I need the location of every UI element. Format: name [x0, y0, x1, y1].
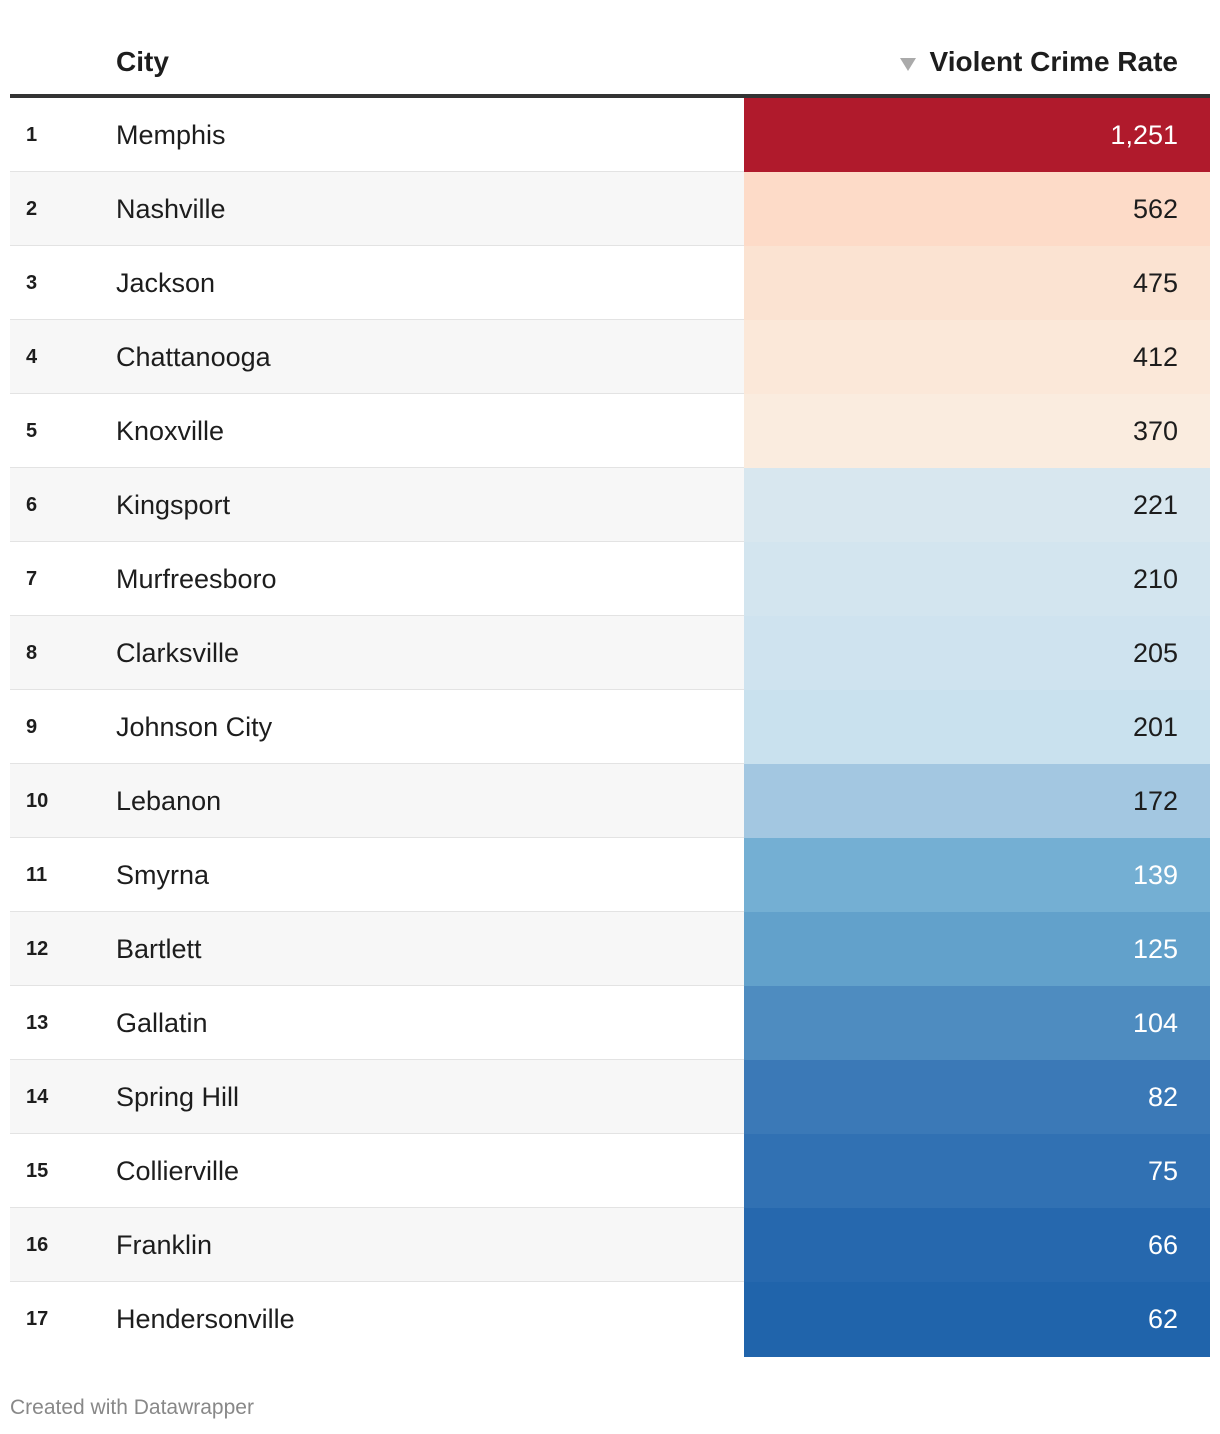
column-header-city-label: City: [116, 46, 169, 77]
rate-value: 1,251: [1110, 120, 1178, 150]
rate-value: 221: [1132, 490, 1178, 520]
table-row: 4 Chattanooga 412: [10, 320, 1210, 394]
rate-heat-cell: 210: [744, 542, 1210, 616]
rate-value: 412: [1132, 342, 1178, 372]
crime-rate-table: City Violent Crime Rate 1 Memphis 1,251 2 Na…: [10, 28, 1210, 1357]
datawrapper-credit[interactable]: Created with Datawrapper: [10, 1396, 254, 1420]
row-rank: 3: [26, 272, 38, 294]
row-rank: 13: [26, 1012, 49, 1034]
rate-value: 104: [1132, 1008, 1178, 1038]
rate-value: 172: [1132, 786, 1178, 816]
row-rank: 10: [26, 790, 49, 812]
table-row: 1 Memphis 1,251: [10, 98, 1210, 172]
row-rank: 6: [26, 494, 38, 516]
column-header-violent-crime-rate[interactable]: Violent Crime Rate: [899, 46, 1178, 78]
table-header: City Violent Crime Rate: [10, 28, 1210, 98]
rate-value: 205: [1132, 638, 1178, 668]
row-city: Spring Hill: [116, 1082, 240, 1112]
rate-value: 139: [1132, 860, 1178, 890]
rate-value: 82: [1147, 1082, 1178, 1112]
credit-text: Created with Datawrapper: [10, 1396, 254, 1419]
rate-heat-cell: 201: [744, 690, 1210, 764]
rate-heat-cell: 104: [744, 986, 1210, 1060]
rate-heat-cell: 82: [744, 1060, 1210, 1134]
row-city: Gallatin: [116, 1008, 208, 1038]
rate-value: 475: [1132, 268, 1178, 298]
rate-value: 210: [1132, 564, 1178, 594]
table-row: 9 Johnson City 201: [10, 690, 1210, 764]
row-city: Murfreesboro: [116, 564, 277, 594]
rate-value: 201: [1132, 712, 1178, 742]
row-rank: 4: [26, 346, 38, 368]
sort-descending-icon: [899, 57, 916, 71]
row-city: Smyrna: [116, 860, 210, 890]
rate-value: 370: [1132, 416, 1178, 446]
row-rank: 1: [26, 124, 38, 146]
row-rank: 8: [26, 642, 38, 664]
rate-heat-cell: 62: [744, 1282, 1210, 1357]
table-body: 1 Memphis 1,251 2 Nashville 562 3 Jackson 475 4 Ch…: [10, 98, 1210, 1357]
table-row: 14 Spring Hill 82: [10, 1060, 1210, 1134]
row-city: Bartlett: [116, 934, 202, 964]
row-city: Knoxville: [116, 416, 225, 446]
table-row: 2 Nashville 562: [10, 172, 1210, 246]
row-rank: 7: [26, 568, 38, 590]
table-row: 12 Bartlett 125: [10, 912, 1210, 986]
rate-heat-cell: 370: [744, 394, 1210, 468]
column-header-city[interactable]: City: [116, 46, 169, 78]
rate-heat-cell: 1,251: [744, 98, 1210, 172]
rate-heat-cell: 205: [744, 616, 1210, 690]
row-rank: 9: [26, 716, 38, 738]
table-row: 15 Collierville 75: [10, 1134, 1210, 1208]
row-rank: 5: [26, 420, 38, 442]
row-rank: 12: [26, 938, 49, 960]
rate-heat-cell: 562: [744, 172, 1210, 246]
row-city: Jackson: [116, 268, 216, 298]
table-row: 7 Murfreesboro 210: [10, 542, 1210, 616]
row-rank: 11: [26, 864, 48, 886]
table-row: 11 Smyrna 139: [10, 838, 1210, 912]
table-row: 6 Kingsport 221: [10, 468, 1210, 542]
rate-heat-cell: 125: [744, 912, 1210, 986]
rate-heat-cell: 475: [744, 246, 1210, 320]
row-city: Hendersonville: [116, 1304, 295, 1334]
rate-heat-cell: 139: [744, 838, 1210, 912]
row-city: Chattanooga: [116, 342, 271, 372]
rate-value: 66: [1147, 1230, 1178, 1260]
row-rank: 17: [26, 1308, 49, 1330]
row-city: Clarksville: [116, 638, 240, 668]
row-rank: 15: [26, 1160, 49, 1182]
row-city: Lebanon: [116, 786, 222, 816]
rate-value: 75: [1147, 1156, 1178, 1186]
rate-heat-cell: 172: [744, 764, 1210, 838]
row-city: Kingsport: [116, 490, 231, 520]
table-row: 10 Lebanon 172: [10, 764, 1210, 838]
row-city: Memphis: [116, 120, 226, 150]
table-row: 17 Hendersonville 62: [10, 1282, 1210, 1357]
rate-heat-cell: 66: [744, 1208, 1210, 1282]
row-city: Johnson City: [116, 712, 273, 742]
rate-value: 562: [1132, 194, 1178, 224]
rate-heat-cell: 412: [744, 320, 1210, 394]
rate-heat-cell: 221: [744, 468, 1210, 542]
row-city: Nashville: [116, 194, 226, 224]
table-row: 13 Gallatin 104: [10, 986, 1210, 1060]
rate-value: 125: [1132, 934, 1178, 964]
table-row: 16 Franklin 66: [10, 1208, 1210, 1282]
row-rank: 2: [26, 198, 38, 220]
table-row: 3 Jackson 475: [10, 246, 1210, 320]
table-row: 8 Clarksville 205: [10, 616, 1210, 690]
rate-value: 62: [1147, 1304, 1178, 1334]
rate-heat-cell: 75: [744, 1134, 1210, 1208]
row-city: Collierville: [116, 1156, 240, 1186]
table-row: 5 Knoxville 370: [10, 394, 1210, 468]
column-header-rate-label: Violent Crime Rate: [929, 46, 1178, 77]
row-rank: 16: [26, 1234, 49, 1256]
row-rank: 14: [26, 1086, 49, 1108]
row-city: Franklin: [116, 1230, 213, 1260]
